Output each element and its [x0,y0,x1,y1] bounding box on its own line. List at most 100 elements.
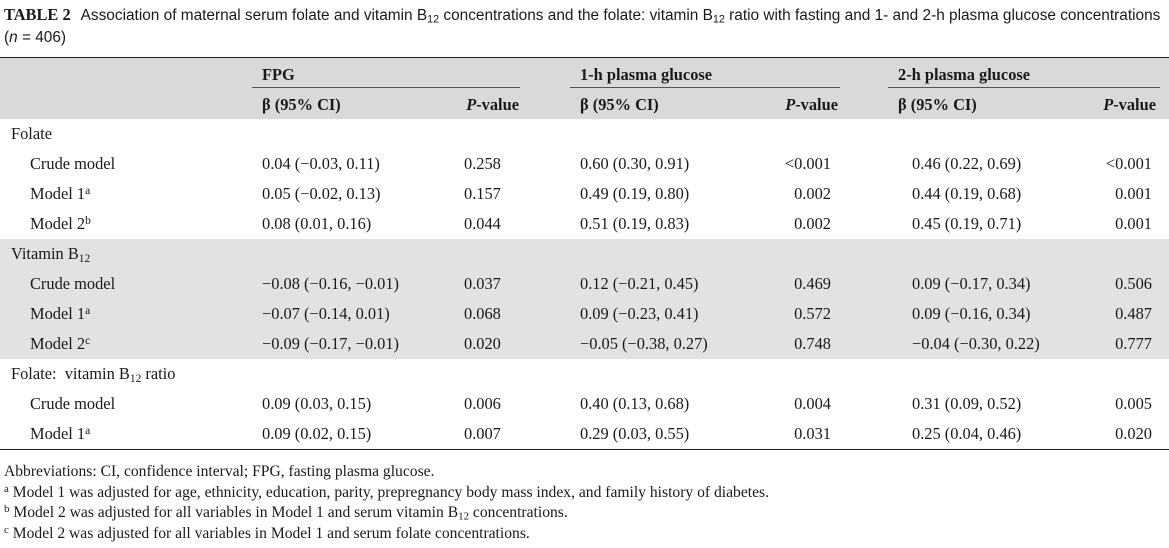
section-label: Vitamin B12 [11,239,90,269]
header-p-italic: P [466,95,477,114]
fpg-beta-cell: 0.09 (0.03, 0.15) [262,394,372,413]
header-p-italic: P [1103,95,1114,114]
row-label-text: Crude model [30,394,116,413]
section-folate-b12-ratio: Folate: vitamin B12 ratio Crude model 0.… [0,359,1169,449]
h2-p-cell: 0.506 [1115,274,1152,293]
h2-p-cell: 0.001 [1115,214,1152,233]
h2-beta-cell: −0.04 (−0.30, 0.22) [912,334,1040,353]
table-row: Model 2c −0.09 (−0.17, −0.01) 0.020 −0.0… [0,329,1169,359]
table-label: TABLE 2 [4,5,71,24]
footnote-text: Model 2 was adjusted for all variables i… [9,504,459,521]
row-label-sup: a [85,184,91,197]
fpg-beta-cell: 0.08 (0.01, 0.16) [262,214,372,233]
row-label-sup: a [85,424,91,437]
header-p-2h: P-value [1052,95,1156,115]
section-label: Folate: vitamin B12 ratio [11,359,175,389]
title-n-label: n [9,29,18,46]
fpg-beta-cell: −0.07 (−0.14, 0.01) [262,304,390,323]
fpg-p-cell: 0.020 [464,334,501,353]
row-label-text: Model 1 [30,424,86,443]
h2-beta-cell: 0.46 (0.22, 0.69) [912,154,1022,173]
header-p-rest: -value [476,95,519,114]
row-label: Crude model [30,269,115,299]
header-p-rest: -value [795,95,838,114]
table-caption: TABLE 2 Association of maternal serum fol… [4,4,1164,48]
footnote-c: c Model 2 was adjusted for all variables… [4,524,1164,545]
section-label-post: ratio [141,364,176,383]
footnote-a: a Model 1 was adjusted for age, ethnicit… [4,483,1164,504]
title-part: ratio with fasting and 1- and 2-h plasma… [4,7,1161,46]
row-label-text: Crude model [30,274,116,293]
fpg-p-cell: 0.258 [464,154,501,173]
h2-beta-cell: 0.31 (0.09, 0.52) [912,394,1022,413]
h2-p-cell: 0.001 [1115,184,1152,203]
h1-p-cell: 0.469 [794,274,831,293]
fpg-beta-cell: −0.08 (−0.16, −0.01) [262,274,399,293]
row-label-sup: c [85,334,91,347]
fpg-p-cell: 0.006 [464,394,501,413]
header-rule-1h [570,87,840,88]
header-group-1h: 1-h plasma glucose [580,65,713,84]
h2-p-cell: 0.487 [1115,304,1152,323]
footnote-text: concentrations. [469,504,568,521]
footnote-subscript: 12 [458,510,470,523]
h2-beta-cell: 0.45 (0.19, 0.71) [912,214,1022,233]
h1-beta-cell: 0.40 (0.13, 0.68) [580,394,690,413]
row-label-sup: a [85,304,91,317]
fpg-p-cell: 0.068 [464,304,501,323]
fpg-p-cell: 0.037 [464,274,501,293]
header-rule-2h [888,87,1160,88]
header-rule-fpg [252,87,520,88]
h2-p-cell: 0.777 [1115,334,1152,353]
table-row: Crude model 0.09 (0.03, 0.15) 0.006 0.40… [0,389,1169,419]
fpg-beta-cell: 0.09 (0.02, 0.15) [262,424,372,443]
row-label: Model 1a [30,299,90,329]
footnote-text: Model 1 was adjusted for age, ethnicity,… [8,483,769,501]
section-vitamin-b12: Vitamin B12 Crude model −0.08 (−0.16, −0… [0,239,1169,359]
row-label-text: Crude model [30,154,116,173]
section-label: Folate [11,124,52,143]
title-subscript: 12 [712,13,725,26]
header-beta-2h: β (95% CI) [898,95,977,114]
section-label-sub: 12 [78,252,91,265]
fpg-beta-cell: −0.09 (−0.17, −0.01) [262,334,399,353]
table-footnotes: Abbreviations: CI, confidence interval; … [4,462,1164,544]
footnote-mark: b [4,503,10,516]
h2-p-cell: 0.005 [1115,394,1152,413]
header-group-fpg: FPG [262,65,295,84]
title-part: Association of maternal serum folate and… [80,7,428,24]
fpg-p-cell: 0.007 [464,424,501,443]
header-beta-1h: β (95% CI) [580,95,659,114]
fpg-beta-cell: 0.05 (−0.02, 0.13) [262,184,381,203]
h1-p-cell: <0.001 [784,154,831,173]
section-label-text: Folate: vitamin B [11,364,130,383]
table-row: Model 1a 0.09 (0.02, 0.15) 0.007 0.29 (0… [0,419,1169,449]
section-label-sub: 12 [129,372,142,385]
h2-beta-cell: 0.44 (0.19, 0.68) [912,184,1022,203]
h1-beta-cell: 0.29 (0.03, 0.55) [580,424,690,443]
h2-p-cell: <0.001 [1105,154,1152,173]
fpg-p-cell: 0.157 [464,184,501,203]
fpg-p-cell: 0.044 [464,214,501,233]
section-label-row: Vitamin B12 [0,239,1169,269]
section-label-text: Vitamin B [11,244,79,263]
row-label: Model 1a [30,179,90,209]
section-label-row: Folate [0,119,1169,149]
header-beta-fpg: β (95% CI) [262,95,341,114]
h1-p-cell: 0.748 [794,334,831,353]
header-p-rest: -value [1113,95,1156,114]
table-header: FPG 1-h plasma glucose 2-h plasma glucos… [0,58,1169,119]
title-n-value: = 406) [17,29,67,46]
h1-beta-cell: −0.05 (−0.38, 0.27) [580,334,708,353]
footnote-text: Model 2 was adjusted for all variables i… [8,524,530,542]
table-title: Association of maternal serum folate and… [4,7,1160,46]
h1-p-cell: 0.004 [794,394,831,413]
section-folate: Folate Crude model 0.04 (−0.03, 0.11) 0.… [0,119,1169,239]
h1-beta-cell: 0.49 (0.19, 0.80) [580,184,690,203]
h1-p-cell: 0.002 [794,184,831,203]
header-p-fpg: P-value [418,95,519,115]
table-row: Model 1a −0.07 (−0.14, 0.01) 0.068 0.09 … [0,299,1169,329]
fpg-beta-cell: 0.04 (−0.03, 0.11) [262,154,380,173]
results-table: FPG 1-h plasma glucose 2-h plasma glucos… [0,57,1169,450]
row-label: Crude model [30,389,115,419]
